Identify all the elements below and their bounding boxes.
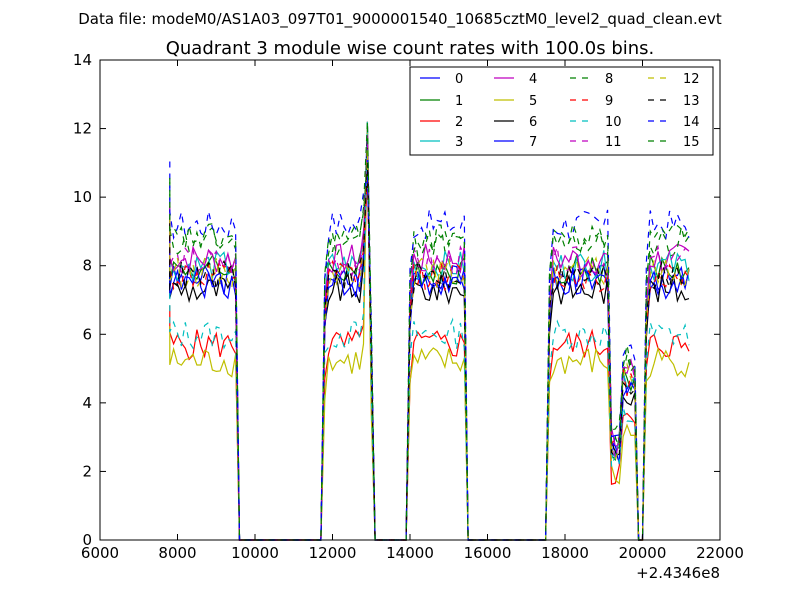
series-lines xyxy=(169,121,690,541)
legend-label-8: 8 xyxy=(605,72,613,87)
x-tick-label: 6000 xyxy=(81,544,119,562)
legend-label-7: 7 xyxy=(529,135,537,150)
y-tick-label: 2 xyxy=(82,462,92,480)
x-tick-label: 8000 xyxy=(158,544,196,562)
legend-label-6: 6 xyxy=(529,115,537,130)
legend-label-1: 1 xyxy=(455,94,463,109)
legend-label-14: 14 xyxy=(683,115,700,130)
legend-label-12: 12 xyxy=(683,72,700,87)
y-tick-label: 0 xyxy=(82,531,92,549)
y-tick-label: 8 xyxy=(82,257,92,275)
y-tick-label: 14 xyxy=(73,51,92,69)
x-tick-label: 20000 xyxy=(619,544,667,562)
y-tick-label: 6 xyxy=(82,325,92,343)
series-line-12 xyxy=(169,149,690,541)
legend-label-10: 10 xyxy=(605,115,622,130)
legend-label-13: 13 xyxy=(683,94,700,109)
y-tick-label: 12 xyxy=(73,120,92,138)
data-file-subtitle: Data file: modeM0/AS1A03_097T01_90000015… xyxy=(78,10,722,29)
legend-label-0: 0 xyxy=(455,72,463,87)
x-tick-label: 16000 xyxy=(464,544,512,562)
chart-title: Quadrant 3 module wise count rates with … xyxy=(166,38,655,59)
x-tick-label: 18000 xyxy=(541,544,589,562)
legend-label-2: 2 xyxy=(455,115,463,130)
legend-label-5: 5 xyxy=(529,94,537,109)
legend-label-11: 11 xyxy=(605,135,622,150)
x-tick-label: 22000 xyxy=(696,544,744,562)
x-tick-label: 14000 xyxy=(386,544,434,562)
series-line-2 xyxy=(169,149,690,541)
legend-label-3: 3 xyxy=(455,135,463,150)
series-line-14 xyxy=(169,161,690,541)
legend-label-15: 15 xyxy=(683,135,700,150)
legend-frame xyxy=(409,66,714,156)
series-line-13 xyxy=(169,162,690,541)
x-tick-label: 10000 xyxy=(231,544,279,562)
x-offset-label: +2.4346e8 xyxy=(636,564,720,582)
legend-label-9: 9 xyxy=(605,94,613,109)
legend-label-4: 4 xyxy=(529,72,537,87)
x-axis: 6000 8000 10000 12000 14000 16000 18000 20000 22… xyxy=(81,60,744,562)
y-tick-label: 10 xyxy=(73,188,92,206)
y-tick-label: 4 xyxy=(82,394,92,412)
x-tick-label: 12000 xyxy=(309,544,357,562)
